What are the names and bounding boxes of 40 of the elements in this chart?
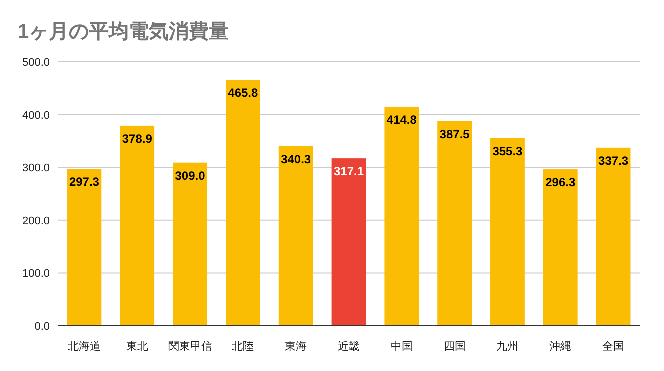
- data-label: 297.3: [69, 175, 100, 190]
- x-tick-label: 九州: [496, 340, 519, 353]
- x-tick-label: 中国: [390, 340, 413, 353]
- y-tick-label: 300.0: [22, 162, 50, 175]
- chart-title: 1ヶ月の平均電気消費量: [18, 21, 230, 43]
- bar: [67, 169, 102, 326]
- data-label: 317.1: [334, 164, 364, 179]
- data-label: 296.3: [546, 176, 576, 190]
- data-label: 355.3: [492, 144, 524, 158]
- x-tick-label: 東北: [126, 340, 148, 353]
- bar: [543, 170, 578, 326]
- bar: [438, 121, 472, 326]
- data-label: 465.8: [228, 86, 259, 100]
- bar: [173, 162, 208, 326]
- bar: [490, 138, 525, 326]
- x-tick-label: 関東甲信: [168, 340, 212, 353]
- x-tick-label: 北陸: [232, 340, 254, 353]
- data-label: 414.8: [386, 112, 418, 127]
- data-label: 309.0: [175, 168, 206, 183]
- data-label: 378.9: [122, 132, 153, 146]
- y-tick-label: 500.0: [22, 57, 50, 69]
- bar: [596, 148, 631, 326]
- x-tick-label: 全国: [602, 341, 625, 353]
- data-label: 387.5: [440, 127, 470, 142]
- x-tick-label: 沖縄: [550, 340, 572, 353]
- bar: [332, 158, 366, 326]
- y-tick-label: 200.0: [22, 215, 50, 228]
- x-tick-label: 東海: [285, 340, 308, 353]
- bar: [226, 80, 260, 326]
- data-label: 340.3: [281, 152, 312, 166]
- data-label: 337.3: [598, 154, 629, 168]
- y-tick-label: 400.0: [22, 110, 50, 122]
- bar: [120, 126, 155, 326]
- x-tick-label: 北海道: [68, 340, 101, 353]
- x-tick-label: 近畿: [338, 340, 360, 353]
- x-tick-label: 四国: [444, 341, 466, 353]
- y-tick-label: 0.0: [34, 321, 50, 333]
- bar: [278, 146, 314, 326]
- y-tick-label: 100.0: [22, 268, 50, 280]
- bar: [384, 106, 420, 326]
